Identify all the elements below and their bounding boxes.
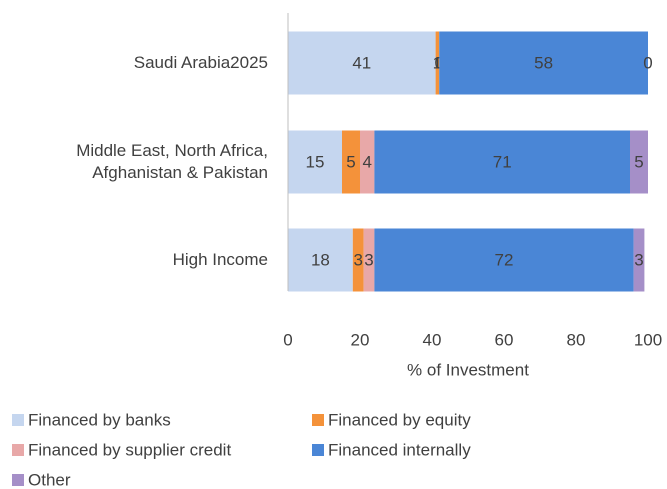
- data-label: 5: [634, 152, 643, 171]
- data-label: 3: [353, 250, 362, 269]
- legend-swatch: [12, 444, 24, 456]
- data-label: 71: [493, 152, 512, 171]
- data-label: 58: [534, 53, 553, 72]
- x-tick-label: 100: [634, 330, 662, 349]
- data-label: 0: [643, 53, 652, 72]
- legend-label: Other: [28, 470, 71, 489]
- bar-segment: [633, 228, 645, 292]
- x-tick-label: 40: [423, 330, 442, 349]
- data-label: 5: [346, 152, 355, 171]
- bar-segment: [439, 31, 648, 95]
- x-tick-label: 0: [283, 330, 292, 349]
- legend-label: Financed by banks: [28, 410, 171, 429]
- bar-segment: [352, 228, 364, 292]
- data-label: 1: [433, 53, 442, 72]
- legend-swatch: [312, 414, 324, 426]
- x-tick-label: 20: [351, 330, 370, 349]
- data-label: 18: [311, 250, 330, 269]
- legend-label: Financed by equity: [328, 410, 471, 429]
- data-label: 41: [352, 53, 371, 72]
- legend-label: Financed internally: [328, 440, 471, 459]
- category-label: Saudi Arabia2025: [133, 53, 268, 72]
- bar-segment: [342, 130, 360, 194]
- x-axis-title: % of Investment: [407, 360, 529, 379]
- category-label: High Income: [172, 250, 268, 269]
- data-label: 3: [364, 250, 373, 269]
- data-label: 4: [362, 152, 371, 171]
- bar-segment: [435, 31, 440, 95]
- category-label: Middle East, North Africa, Afghanistan &…: [76, 141, 268, 182]
- bar-segment: [288, 31, 436, 95]
- data-label: 72: [495, 250, 514, 269]
- bar-segment: [374, 130, 630, 194]
- legend-swatch: [312, 444, 324, 456]
- legend-swatch: [12, 414, 24, 426]
- legend-swatch: [12, 474, 24, 486]
- data-label: 15: [306, 152, 325, 171]
- bar-segment: [288, 228, 353, 292]
- bar-segment: [630, 130, 648, 194]
- bar-segment: [374, 228, 634, 292]
- bar-segment: [363, 228, 375, 292]
- x-tick-label: 60: [495, 330, 514, 349]
- legend-label: Financed by supplier credit: [28, 440, 231, 459]
- bar-segment: [360, 130, 375, 194]
- data-label: 3: [634, 250, 643, 269]
- bar-segment: [288, 130, 342, 194]
- x-tick-label: 80: [567, 330, 586, 349]
